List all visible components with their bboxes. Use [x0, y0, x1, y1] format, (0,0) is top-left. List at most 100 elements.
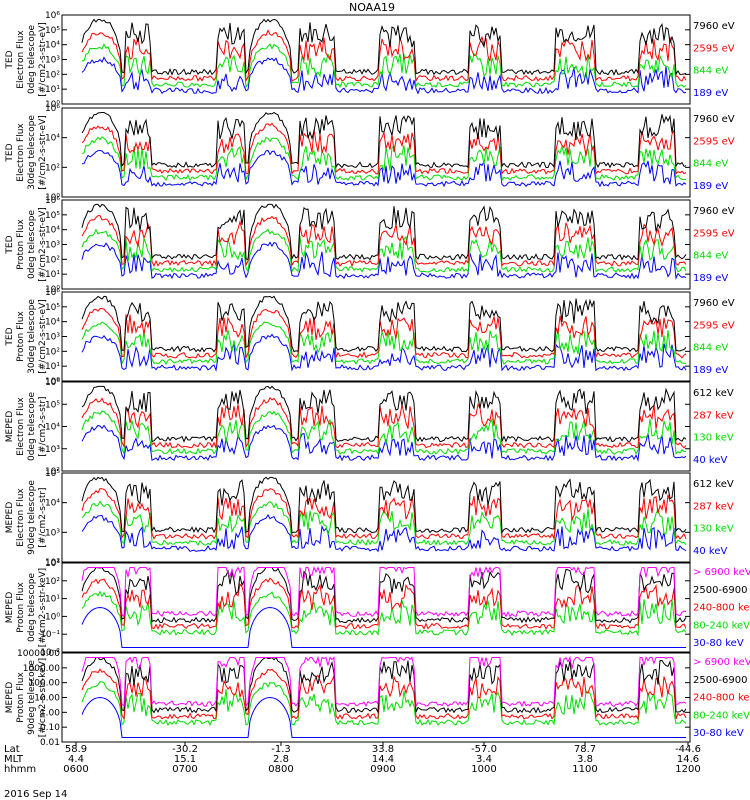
- legend-entry: 189 eV: [693, 88, 728, 99]
- y-tick-label: 1.00: [40, 708, 60, 718]
- series-line: [81, 203, 687, 261]
- legend-entry: > 6900 keV: [693, 567, 750, 578]
- series-line: [81, 577, 687, 630]
- y-tick-label: 10⁵: [45, 26, 60, 36]
- legend-entry: 2500-6900: [693, 585, 748, 596]
- y-axis-label: 30deg telescope: [27, 299, 37, 374]
- x-tick-hhmm: 0900: [370, 764, 395, 775]
- legend-entry: 2500-6900: [693, 675, 748, 686]
- y-tick-label: 10⁶: [45, 11, 60, 21]
- series-line: [81, 228, 687, 274]
- y-tick-label: 10⁴: [45, 226, 60, 236]
- x-tick-lat: -57.0: [471, 744, 497, 755]
- y-axis-label: MEPED: [5, 502, 15, 534]
- series-line: [81, 56, 687, 95]
- series-line: [81, 590, 687, 637]
- series-line: [81, 514, 687, 553]
- x-tick-mlt: 4.4: [68, 754, 84, 765]
- panel-4: 10⁰ 10¹ 10² 10³ 10⁴ 10⁵ 10⁶ TED Proton Flux 30deg…: [5, 288, 735, 387]
- legend-entry: 7960 eV: [693, 114, 735, 125]
- y-tick-label: 10⁰: [45, 193, 60, 203]
- y-tick-label: 10³: [45, 528, 60, 538]
- legend-entry: 189 eV: [693, 273, 728, 284]
- y-tick-label: 0.01: [40, 738, 60, 748]
- series-line: [81, 424, 687, 463]
- y-axis-label: 0deg telescope: [27, 392, 37, 462]
- y-axis-label: 0deg telescope: [27, 573, 37, 643]
- legend-entry: 189 eV: [693, 365, 728, 376]
- y-axis-label: [#/cm2-s-str-eV]: [38, 115, 48, 190]
- y-axis-label: Proton Flux: [16, 672, 26, 723]
- y-tick-label: 10²: [45, 577, 60, 587]
- series-line: [81, 43, 687, 89]
- legend-entry: 844 eV: [693, 251, 728, 262]
- y-tick-label: 10⁰: [45, 100, 60, 110]
- series-line: [81, 397, 687, 449]
- legend-entry: 2595 eV: [693, 43, 735, 54]
- series-line: [81, 681, 687, 727]
- series-line: [81, 696, 686, 738]
- series-line: [81, 476, 687, 535]
- legend-entry: > 6900 keV: [693, 657, 750, 668]
- panel-5: 10² 10³ 10⁴ 10⁵ 10⁶ MEPED Electron Flux 0deg te…: [5, 378, 734, 477]
- legend-entry: 844 eV: [693, 343, 728, 354]
- y-tick-label: 10²: [45, 467, 60, 477]
- legend-entry: 287 keV: [693, 501, 734, 512]
- legend-entry: 2595 eV: [693, 228, 735, 239]
- y-axis-label: 0deg telescope: [27, 210, 37, 280]
- y-tick-label: 10⁶: [45, 196, 60, 206]
- y-axis-label: 0deg telescope: [27, 25, 37, 95]
- x-tick-mlt: 3.8: [577, 754, 593, 765]
- y-tick-label: 10⁰: [45, 377, 60, 387]
- legend-entry: 2595 eV: [693, 136, 735, 147]
- x-tick-hhmm: 0600: [63, 764, 88, 775]
- x-tick-hhmm: 1000: [471, 764, 496, 775]
- legend-entry: 30-80 keV: [693, 728, 744, 739]
- series-line: [81, 333, 687, 373]
- y-tick-label: 10⁻²: [40, 648, 60, 658]
- series-line: [81, 655, 687, 708]
- y-axis-label: Electron Flux: [16, 123, 26, 182]
- y-axis-label: [#/cm2-s-str-eV]: [38, 207, 48, 282]
- panel-frame: [61, 562, 691, 653]
- y-tick-label: 10⁶: [45, 288, 60, 298]
- legend-entry: 7960 eV: [693, 298, 735, 309]
- y-axis-label: 90deg telescope: [27, 480, 37, 555]
- x-tick-lat: -1.3: [271, 744, 291, 755]
- legend-entry: 130 keV: [693, 433, 734, 444]
- chart-title: NOAA19: [349, 1, 395, 14]
- y-tick-label: 10⁵: [45, 400, 60, 410]
- y-axis-label: TED: [5, 327, 15, 346]
- panel-1: 10⁰ 10¹ 10² 10³ 10⁴ 10⁵ 10⁶ TED Electron Flux 0de…: [5, 11, 735, 110]
- y-axis-label: [#/cm2-s-str-keV]: [38, 658, 48, 737]
- y-tick-label: 10¹: [45, 595, 60, 605]
- y-tick-label: 10⁰: [45, 612, 60, 622]
- y-tick-label: 1000.00: [23, 664, 60, 674]
- series-line: [81, 295, 687, 353]
- series-line: [81, 241, 687, 281]
- legend-entry: 30-80 keV: [693, 638, 744, 649]
- y-tick-label: 10²: [45, 255, 60, 265]
- date-label: 2016 Sep 14: [4, 789, 67, 800]
- x-tick-hhmm: 1100: [572, 764, 597, 775]
- legend-entry: 7960 eV: [693, 21, 735, 32]
- legend-entry: 240-800 keV: [693, 603, 750, 614]
- panel-frame: [61, 107, 691, 198]
- legend-entry: 40 keV: [693, 455, 727, 466]
- y-axis-label: MEPED: [5, 682, 15, 714]
- y-axis-label: 90deg telescope: [27, 660, 37, 735]
- legend-entry: 612 keV: [693, 388, 734, 399]
- y-tick-label: 10¹: [45, 362, 60, 372]
- legend-entry: 240-800 keV: [693, 693, 750, 704]
- y-tick-label: 10²: [45, 70, 60, 80]
- legend-entry: 7960 eV: [693, 206, 735, 217]
- series-line: [81, 410, 687, 456]
- panel-8: 0.01 0.10 1.00 10.00 100.00 1000.00 10000.00 ME…: [5, 649, 750, 748]
- legend-entry: 130 keV: [693, 524, 734, 535]
- y-tick-label: 10³: [45, 445, 60, 455]
- series-line: [81, 488, 687, 541]
- panel-2: 10⁰ 10² 10⁴ 10⁶ TED Electron Flux 30deg telesc…: [5, 104, 735, 203]
